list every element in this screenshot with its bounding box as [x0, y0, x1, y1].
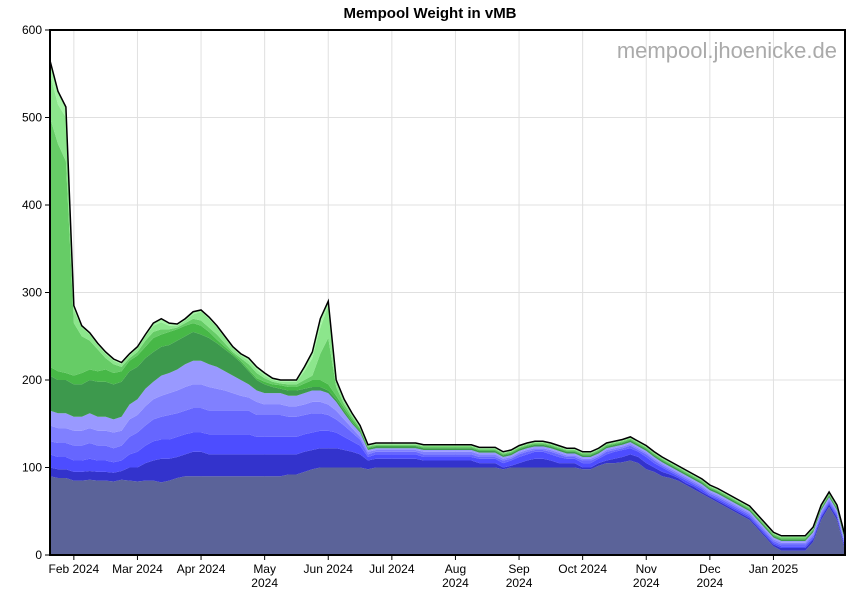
- x-tick-label: Jun 2024: [304, 562, 354, 576]
- x-tick-label: Aug: [445, 562, 466, 576]
- x-tick-label: Apr 2024: [177, 562, 226, 576]
- y-tick-label: 600: [22, 23, 42, 37]
- x-tick-label: Feb 2024: [48, 562, 99, 576]
- x-tick-label: Mar 2024: [112, 562, 163, 576]
- y-tick-label: 200: [22, 373, 42, 387]
- x-tick-label: Jan 2025: [749, 562, 799, 576]
- mempool-chart: Mempool Weight in vMB mempool.jhoenicke.d…: [0, 0, 860, 606]
- x-tick-label-2: 2024: [442, 576, 469, 590]
- watermark: mempool.jhoenicke.de: [617, 38, 837, 63]
- x-tick-label: Oct 2024: [558, 562, 607, 576]
- x-tick-label: Jul 2024: [369, 562, 415, 576]
- y-tick-label: 300: [22, 286, 42, 300]
- x-tick-label: Sep: [508, 562, 530, 576]
- chart-title: Mempool Weight in vMB: [343, 5, 516, 22]
- x-tick-label-2: 2024: [633, 576, 660, 590]
- x-tick-label: Dec: [699, 562, 720, 576]
- chart-svg: Mempool Weight in vMB mempool.jhoenicke.d…: [0, 0, 860, 606]
- y-tick-label: 100: [22, 461, 42, 475]
- x-tick-label-2: 2024: [506, 576, 533, 590]
- y-tick-label: 500: [22, 111, 42, 125]
- x-tick-label: May: [253, 562, 276, 576]
- y-tick-label: 0: [35, 548, 42, 562]
- x-tick-label: Nov: [636, 562, 657, 576]
- x-tick-label-2: 2024: [696, 576, 723, 590]
- x-tick-label-2: 2024: [251, 576, 278, 590]
- y-tick-label: 400: [22, 198, 42, 212]
